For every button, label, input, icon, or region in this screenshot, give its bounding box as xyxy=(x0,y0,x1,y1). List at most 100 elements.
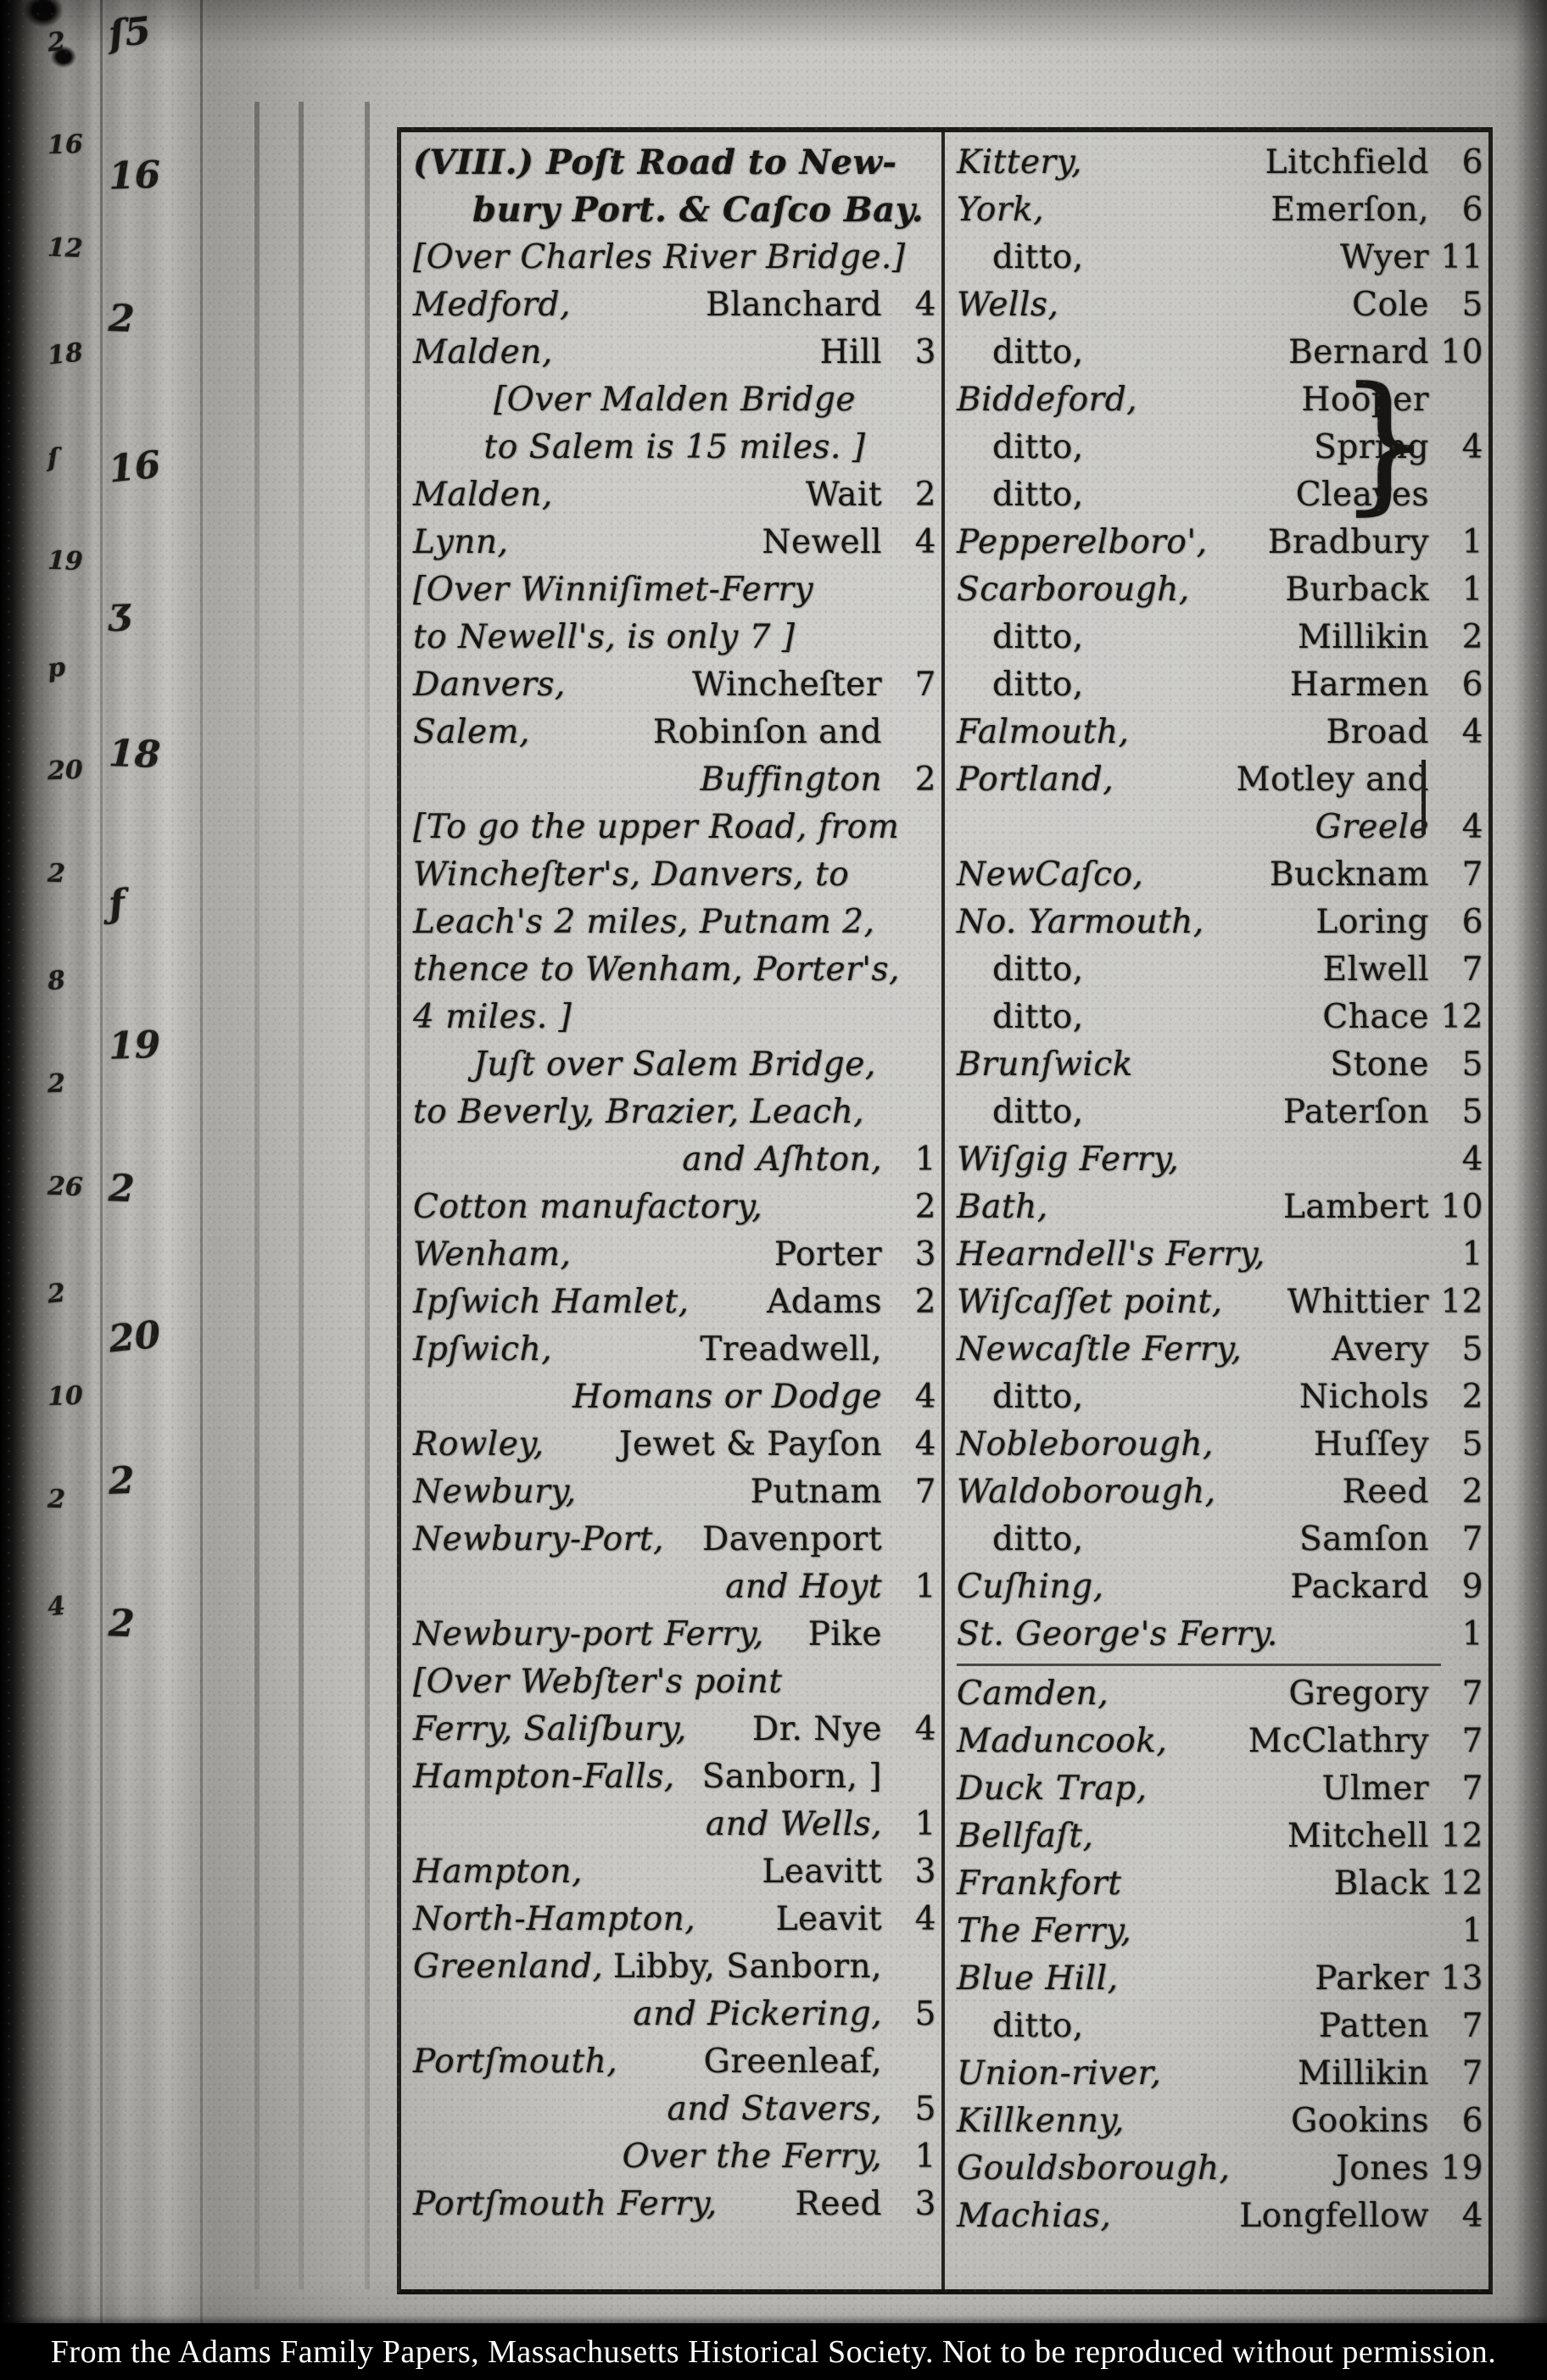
row-miles: 1 xyxy=(914,2138,936,2176)
bracket-note: to Newell's, is only 7 ] xyxy=(413,614,936,661)
row-place: ditto, xyxy=(992,666,1084,704)
row-continuation: and Wells, 1 xyxy=(413,1801,936,1848)
row-place: Scarborough, xyxy=(957,571,1190,609)
row-miles: 2 xyxy=(914,761,936,799)
row-place: Wenham, xyxy=(413,1235,572,1274)
table-row: Frankfort Black 12 xyxy=(957,1860,1483,1908)
row-miles: 10 xyxy=(1440,333,1483,371)
table-row: ditto, Elwell 7 xyxy=(957,946,1483,994)
table-row: Hampton-Falls, Sanborn, ] xyxy=(413,1753,936,1801)
table-row: NewCaſco, Bucknam 7 xyxy=(957,851,1483,899)
handwriting-mark: 19 xyxy=(108,1023,162,1068)
row-miles: 5 xyxy=(1461,1045,1483,1084)
row-miles: 5 xyxy=(914,1995,936,2033)
table-row: Waldoborough, Reed 2 xyxy=(957,1469,1483,1516)
row-place: Ferry, Saliſbury, xyxy=(413,1710,687,1748)
row-miles: 1 xyxy=(914,1805,936,1843)
line-text: [Over Malden Bridge xyxy=(494,381,856,419)
row-place: Lynn, xyxy=(413,523,509,561)
row-place: Nobleborough, xyxy=(957,1425,1214,1463)
table-row: Ferry, Saliſbury, Dr. Nye 4 xyxy=(413,1706,936,1753)
line-text: to Beverly, Brazier, Leach, xyxy=(413,1093,865,1131)
handwriting-mark: 2 xyxy=(46,26,67,59)
table-row: Pepperelboro', Bradbury 1 xyxy=(957,519,1483,566)
row-place: ditto, xyxy=(992,1520,1084,1558)
line-text: to Salem is 15 miles. ] xyxy=(483,428,866,466)
row-place: ditto, xyxy=(992,238,1084,276)
row-place: The Ferry, xyxy=(957,1912,1132,1950)
table-row: Wenham, Porter 3 xyxy=(413,1231,936,1279)
row-place: Killkenny, xyxy=(957,2102,1125,2140)
row-place: Cuſhing, xyxy=(957,1568,1104,1606)
row-place: Brunſwick xyxy=(957,1045,1133,1084)
bracket-note: to Beverly, Brazier, Leach, xyxy=(413,1089,936,1136)
row-innkeeper: Chace xyxy=(1322,998,1429,1036)
handwriting-mark: 16 xyxy=(106,443,163,492)
table-row: Greenland, Libby, Sanborn, xyxy=(413,1943,936,1991)
row-place: Wiſcaſſet point, xyxy=(957,1283,1223,1321)
row-innkeeper: Wincheſter xyxy=(692,666,882,704)
bracket-note: [Over Webſter's point xyxy=(413,1658,936,1706)
line-text: (VIII.) Poſt Road to New- xyxy=(413,142,897,182)
row-miles: 2 xyxy=(1461,1473,1483,1511)
row-miles: 2 xyxy=(1461,618,1483,656)
row-innkeeper: Loring xyxy=(1315,903,1429,941)
row-place: Medford, xyxy=(413,286,571,324)
line-text: [Over Charles River Bridge.] xyxy=(413,238,906,276)
row-miles: 4 xyxy=(914,1378,936,1416)
table-row: Portſmouth Ferry, Reed 3 xyxy=(413,2181,936,2228)
row-innkeeper: Harmen xyxy=(1289,666,1429,704)
handwriting-mark: 2 xyxy=(108,1602,136,1647)
row-miles: 2 xyxy=(914,476,936,514)
row-miles: 11 xyxy=(1440,238,1483,276)
row-miles: 1 xyxy=(914,1568,936,1606)
bracket-note: [To go the upper Road, from xyxy=(413,804,936,851)
row-continuation: and Stavers, 5 xyxy=(413,2086,936,2133)
line-text: Juſt over Salem Bridge, xyxy=(473,1045,876,1084)
row-innkeeper: Paterſon xyxy=(1282,1093,1429,1131)
row-miles: 1 xyxy=(1461,1235,1483,1274)
row-innkeeper: Black xyxy=(1333,1864,1429,1903)
row-place: Duck Trap, xyxy=(957,1770,1148,1808)
row-place: No. Yarmouth, xyxy=(957,903,1204,941)
row-place: Gouldsborough, xyxy=(957,2149,1231,2188)
row-place: Union-river, xyxy=(957,2054,1162,2093)
handwriting-mark: 2 xyxy=(47,858,66,889)
row-innkeeper: Huſſey xyxy=(1313,1425,1429,1463)
row-miles: 1 xyxy=(1461,1615,1483,1653)
row-miles: 13 xyxy=(1440,1959,1483,1998)
row-innkeeper: Samſon xyxy=(1299,1520,1429,1558)
row-continuation: Over the Ferry, 1 xyxy=(413,2133,936,2181)
table-row: Wells, Cole 5 xyxy=(957,281,1483,329)
row-miles: 4 xyxy=(1461,1140,1483,1179)
row-place: Portſmouth, xyxy=(413,2043,618,2081)
line-text: 4 miles. ] xyxy=(413,998,572,1036)
row-place: ditto, xyxy=(992,2007,1084,2045)
row-miles: 1 xyxy=(1461,571,1483,609)
row-innkeeper: McClathry xyxy=(1248,1722,1429,1760)
row-innkeeper: Cole xyxy=(1352,286,1429,324)
handwriting-mark: 2 xyxy=(108,297,136,342)
row-innkeeper: Sanborn, ] xyxy=(701,1758,882,1796)
row-innkeeper: Ulmer xyxy=(1321,1770,1429,1808)
table-row: Cotton manufactory, 2 xyxy=(413,1184,936,1231)
row-innkeeper: Hill xyxy=(819,333,882,371)
table-row: Newbury-Port, Davenport xyxy=(413,1516,936,1563)
handwriting-mark: 20 xyxy=(47,755,84,787)
row-innkeeper: Litchfield xyxy=(1265,143,1429,181)
table-row: Wiſcaſſet point, Whittier 12 xyxy=(957,1279,1483,1326)
table-row: Bath, Lambert 10 xyxy=(957,1184,1483,1231)
row-innkeeper: Emerſon, xyxy=(1271,191,1429,229)
line-text: Homans or Dodge xyxy=(572,1378,882,1416)
row-innkeeper: Greenleaf, xyxy=(703,2043,882,2081)
row-place: Ipſwich, xyxy=(413,1330,553,1368)
table-row: Cuſhing, Packard 9 xyxy=(957,1563,1483,1611)
table-row: Gouldsborough, Jones 19 xyxy=(957,2145,1483,2193)
row-innkeeper: Spring xyxy=(1314,428,1429,466)
row-place: Hampton, xyxy=(413,1853,583,1891)
row-place: York, xyxy=(957,191,1045,229)
row-miles: 12 xyxy=(1440,1864,1483,1903)
row-miles: 4 xyxy=(1461,428,1483,466)
